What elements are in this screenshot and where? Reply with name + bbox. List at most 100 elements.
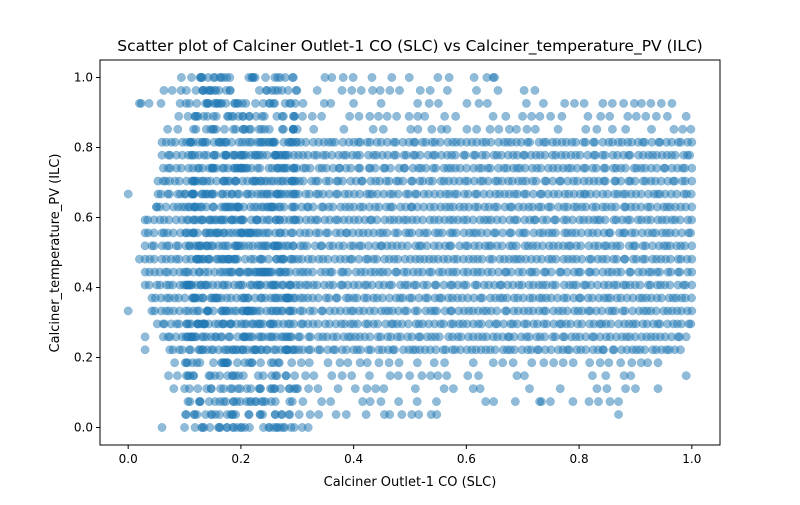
data-point (687, 306, 697, 316)
data-point (233, 384, 243, 394)
data-point (472, 124, 482, 134)
data-point (383, 267, 393, 277)
data-point (218, 215, 228, 225)
data-point (313, 176, 323, 186)
data-point (349, 98, 359, 108)
data-point (596, 111, 606, 121)
x-axis-label: Calciner Outlet-1 CO (SLC) (324, 475, 497, 490)
data-point (598, 98, 608, 108)
data-point (612, 254, 622, 264)
data-point (375, 86, 385, 95)
data-point (530, 86, 540, 95)
data-point (198, 86, 208, 95)
data-point (256, 384, 266, 394)
data-point (195, 345, 205, 355)
data-point (678, 124, 688, 134)
data-point (356, 86, 366, 95)
data-point (231, 124, 241, 134)
data-point (393, 228, 403, 238)
data-point (576, 293, 586, 303)
data-point (186, 332, 196, 342)
data-point (440, 358, 450, 368)
data-point (551, 280, 560, 290)
data-point (270, 410, 280, 419)
data-point (527, 358, 537, 368)
data-point (442, 124, 452, 134)
data-point (323, 358, 333, 368)
data-point (290, 111, 300, 121)
data-point (687, 176, 697, 186)
data-point (367, 73, 377, 82)
data-point (481, 150, 491, 160)
data-point (207, 189, 216, 199)
data-point (437, 228, 447, 238)
x-tick-label: 0.2 (231, 452, 250, 466)
data-point (485, 124, 495, 134)
data-point (631, 111, 641, 121)
data-point (287, 358, 297, 368)
data-point (298, 397, 308, 407)
data-point (395, 86, 404, 95)
data-point (640, 254, 650, 264)
data-point (681, 332, 691, 342)
data-point (278, 124, 288, 134)
data-point (498, 358, 508, 368)
data-point (263, 254, 273, 264)
data-point (519, 371, 529, 381)
data-point (472, 86, 481, 95)
data-point (227, 189, 237, 199)
data-point (557, 111, 567, 121)
data-point (220, 176, 230, 186)
data-point (216, 189, 226, 199)
data-point (234, 267, 244, 277)
data-point (390, 345, 399, 355)
data-point (394, 397, 404, 407)
data-point (384, 358, 394, 368)
y-tick-label: 0.4 (74, 281, 93, 295)
data-point (286, 306, 296, 316)
data-point (614, 410, 623, 419)
data-point (607, 124, 617, 134)
data-point (687, 267, 697, 277)
data-point (290, 371, 300, 381)
data-point (309, 124, 319, 134)
data-point (482, 98, 492, 108)
data-point (169, 384, 179, 394)
data-point (159, 86, 169, 95)
data-point (687, 215, 697, 225)
data-point (442, 371, 452, 381)
data-point (257, 111, 267, 121)
data-point (187, 150, 197, 160)
data-point (388, 202, 398, 212)
data-point (275, 163, 284, 173)
data-point (451, 267, 461, 277)
data-point (244, 410, 254, 419)
data-point (149, 228, 159, 238)
data-point (274, 241, 284, 251)
data-point (140, 345, 150, 355)
data-point (431, 280, 441, 290)
data-point (374, 358, 384, 368)
data-point (605, 228, 615, 238)
data-point (326, 397, 336, 407)
data-point (446, 241, 456, 251)
data-point (180, 423, 190, 432)
data-point (234, 280, 244, 290)
data-point (265, 319, 275, 329)
data-point (475, 384, 485, 394)
data-point (262, 86, 272, 95)
data-point (182, 319, 192, 329)
data-point (287, 254, 297, 264)
data-point (283, 345, 293, 355)
data-point (255, 254, 265, 264)
data-point (195, 241, 205, 251)
data-point (215, 410, 224, 419)
data-point (432, 397, 441, 407)
data-point (577, 254, 587, 264)
data-point (614, 397, 623, 407)
data-point (332, 293, 342, 303)
data-point (433, 98, 443, 108)
data-point (123, 306, 133, 316)
data-point (601, 371, 611, 381)
data-point (317, 111, 327, 121)
